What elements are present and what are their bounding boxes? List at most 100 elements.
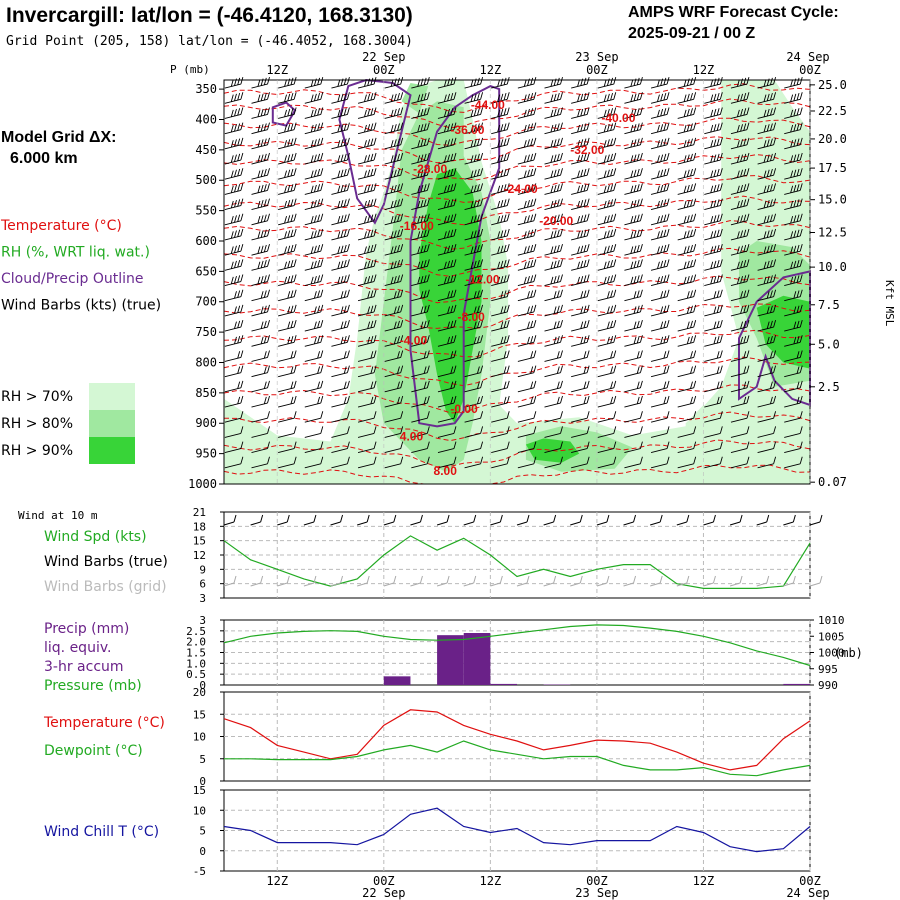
wind-barb (650, 122, 670, 135)
wind-barb (411, 183, 430, 195)
wind-barb (464, 365, 484, 378)
wind-barb (571, 335, 590, 347)
wind-barb (624, 335, 643, 347)
wind-barb (224, 107, 244, 119)
pressure-unit-label: (mb) (834, 646, 863, 660)
wind-barb (677, 228, 697, 241)
grid-barb (516, 575, 530, 587)
surface-barb (703, 514, 716, 526)
wind-barb (251, 198, 270, 211)
y-tick-label: 20 (193, 686, 206, 699)
wind-barb (357, 395, 377, 408)
y-tick-label: 15 (193, 535, 206, 548)
wind-barb (597, 244, 617, 256)
wind-barb (757, 259, 777, 271)
wind-barb (304, 441, 324, 454)
wind-barb (251, 92, 270, 104)
series-line-0 (223, 807, 811, 853)
height-tick-label: 7.5 (818, 298, 840, 312)
grid-barb (543, 575, 557, 587)
wind-barb (491, 76, 510, 89)
wind-barb (624, 76, 643, 89)
wind-barb (544, 107, 563, 119)
wind-barb (757, 426, 777, 438)
temperature-contour (223, 136, 811, 164)
wind-barb (251, 213, 270, 226)
wind-barb (677, 122, 697, 135)
wind-barb (597, 411, 617, 423)
wind-barb (650, 137, 670, 150)
surface-barb (756, 514, 770, 526)
wind-barb (677, 198, 697, 211)
temperature-contour (223, 439, 811, 468)
wind-barb (704, 152, 723, 165)
pressure-tick-label: 1000 (188, 477, 217, 491)
wind-barb (357, 259, 377, 271)
wind-barb (411, 319, 430, 332)
wind-barb (251, 350, 270, 362)
rh-legend-label: RH > 80% (1, 416, 73, 432)
wind-barb (677, 304, 697, 317)
wind-barb (224, 259, 244, 271)
wind-barb (491, 441, 510, 454)
wind-barb (730, 304, 750, 317)
wind-barb (411, 304, 430, 317)
wind-barb (704, 319, 723, 332)
wind-barb (624, 244, 643, 256)
grid-barb (410, 575, 423, 587)
wind-barb (411, 380, 430, 393)
wind-barb (571, 76, 590, 89)
wind-barb (251, 426, 270, 438)
wind-barb (411, 92, 430, 104)
wind-barb (730, 122, 750, 135)
surface-barb (783, 514, 796, 526)
wind-barb (437, 137, 457, 150)
wind-barb (491, 168, 510, 180)
wind-barb (278, 92, 297, 104)
precip-pressure-panel: (mb) 00.51.01.52.02.53 990 995 1000 1005 1010… (44, 614, 863, 694)
wind-barb (624, 395, 643, 408)
wind-barb (331, 380, 350, 393)
wind-barb (757, 213, 777, 226)
y-tick-label: 2.0 (186, 636, 206, 649)
wind-barb (357, 244, 377, 256)
pressure-tick-label: 400 (195, 112, 217, 126)
wind-barb (437, 319, 457, 332)
wind-barb (384, 350, 404, 362)
wind-barb (411, 426, 430, 438)
wind-barb (304, 244, 324, 256)
wind-barb (784, 152, 803, 165)
temperature-label: -40.00 (601, 111, 635, 125)
wind-barb (571, 183, 590, 195)
wind-barb (437, 228, 457, 241)
wind-barb (464, 380, 484, 393)
wind-barb (304, 426, 324, 438)
legend-temperature: Temperature (°C) (43, 715, 165, 731)
wind-barb (517, 304, 537, 317)
temperature-label: -8.00 (458, 310, 486, 324)
wind-barb (757, 274, 777, 286)
wind-barb (704, 228, 723, 241)
height-tick-label: 12.5 (818, 225, 847, 239)
temperature-contour (223, 98, 811, 129)
surface-barb (357, 514, 370, 526)
wind-barb (224, 76, 244, 89)
wind-barb (704, 304, 723, 317)
wind-barb (544, 122, 563, 135)
wind-barb (517, 456, 537, 469)
wind-barb (384, 274, 404, 286)
precip-bar (437, 635, 464, 685)
time-tick-label-top: 00Z (373, 63, 395, 77)
wind-barb (411, 228, 430, 241)
wind-barb (464, 107, 484, 119)
wind-barb (491, 213, 510, 226)
wind-barb (730, 259, 750, 271)
wind-barb (384, 152, 404, 165)
wind-barb (331, 426, 350, 438)
wind-barb (597, 380, 617, 393)
wind-barb (544, 289, 563, 302)
wind-barb (437, 107, 457, 119)
wind-barb (384, 122, 404, 135)
wind-barb (437, 350, 457, 362)
wind-barb (331, 456, 350, 469)
